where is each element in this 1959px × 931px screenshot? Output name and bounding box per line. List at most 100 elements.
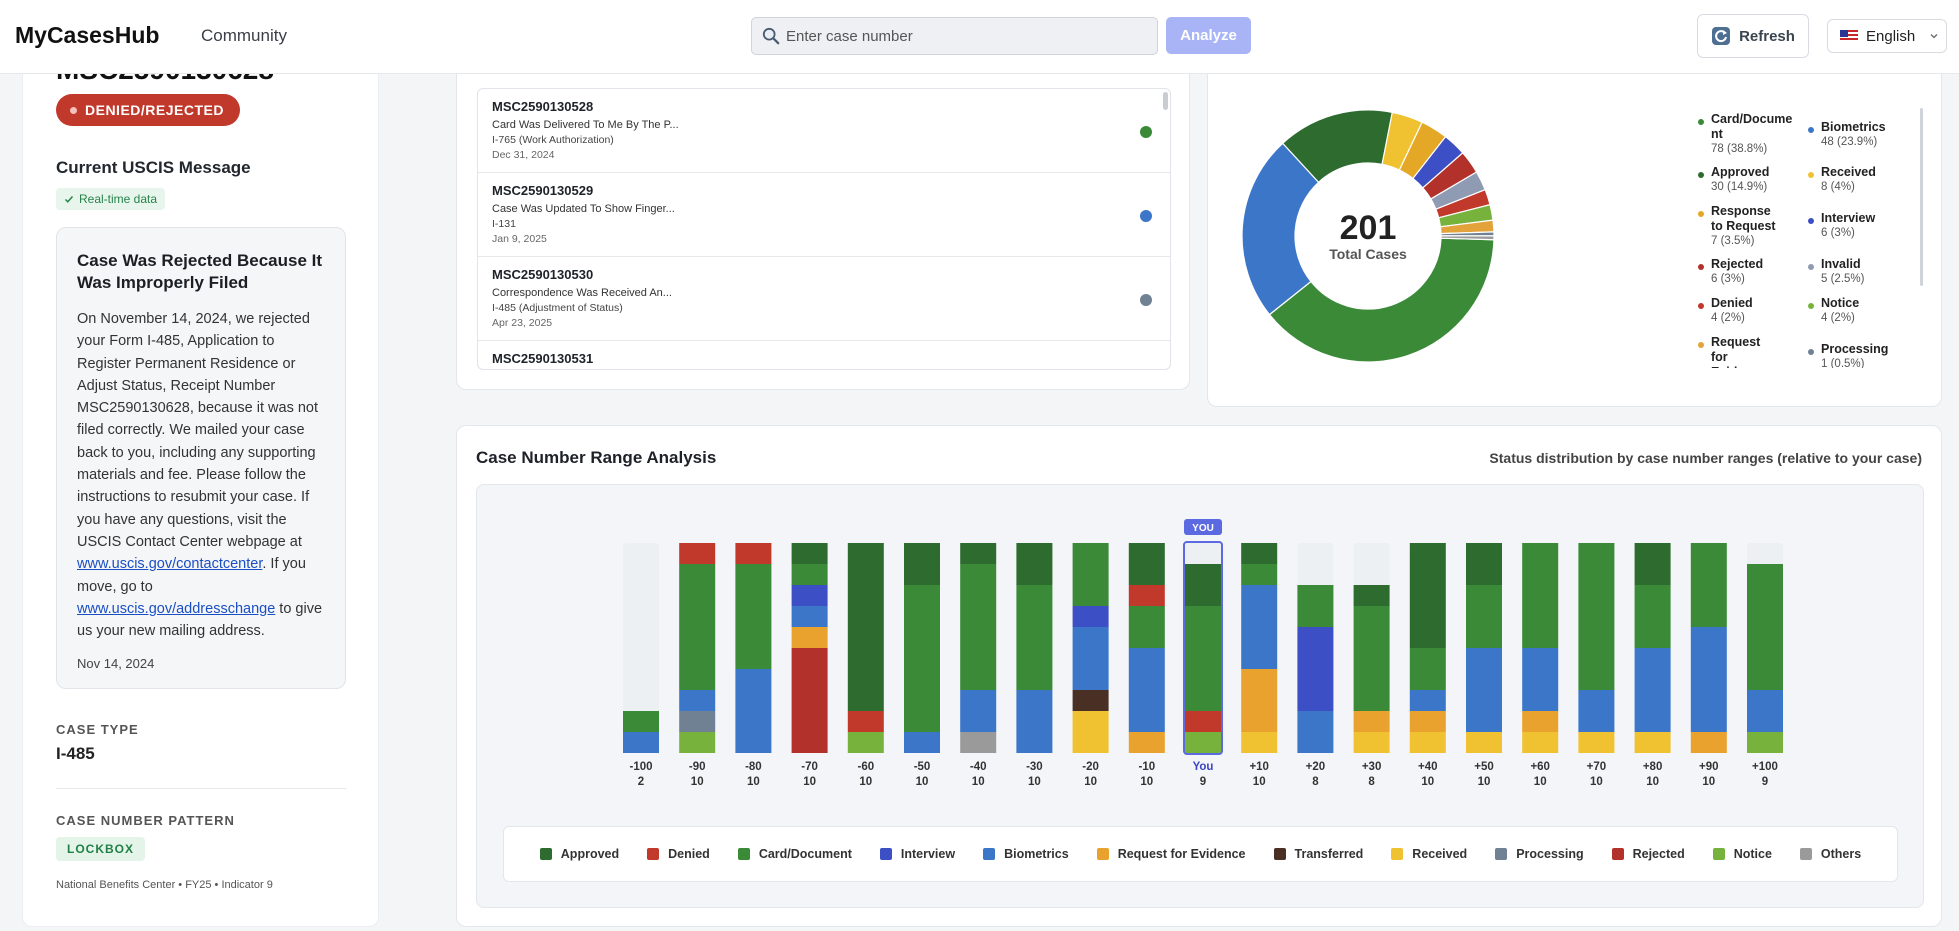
bar-segment[interactable] [904,585,940,732]
bar-segment[interactable] [791,627,828,648]
range-bar[interactable]: -100 2 [623,543,659,788]
bar-segment[interactable] [1690,732,1727,753]
bar-segment[interactable] [791,648,828,753]
bar-segment[interactable] [1690,627,1727,732]
bar-segment[interactable] [1072,627,1109,690]
bar-segment[interactable] [1522,711,1559,732]
bar-segment[interactable] [1522,543,1559,648]
bar-segment[interactable] [1185,606,1221,711]
bar-segment[interactable] [791,585,828,606]
search-box[interactable] [751,17,1158,55]
donut-slice[interactable] [1268,237,1495,363]
bar-segment[interactable] [1241,669,1278,732]
bar-segment[interactable] [1128,732,1165,753]
legend-scrollbar[interactable] [1920,108,1923,286]
bar-segment[interactable] [1241,543,1278,564]
bar-segment[interactable] [1241,585,1278,669]
range-bar[interactable]: +308 [1353,543,1390,788]
nav-community-link[interactable]: Community [201,26,287,45]
bar-segment[interactable] [960,732,997,753]
bar-segment[interactable] [960,564,997,690]
bar-segment[interactable] [1409,648,1446,690]
bar-segment[interactable] [1634,648,1671,732]
bar-segment[interactable] [623,711,659,732]
bar-segment[interactable] [1016,543,1053,585]
bar-segment[interactable] [960,543,997,564]
bar-segment[interactable] [1466,732,1502,753]
bar-segment[interactable] [1241,732,1278,753]
donut-legend[interactable]: Card/Document 78 (38.8%) Biometrics 48 (23… [1698,112,1938,368]
bar-segment[interactable] [1747,732,1783,753]
bar-segment[interactable] [1466,585,1502,648]
bar-segment[interactable] [1353,711,1390,732]
bar-segment[interactable] [623,732,659,753]
bar-segment[interactable] [1466,543,1502,585]
range-bar[interactable]: +100 9 [1747,543,1783,788]
bar-segment[interactable] [1072,606,1109,627]
refresh-button[interactable]: Refresh [1697,14,1809,58]
bar-segment[interactable] [1409,690,1446,711]
bar-segment[interactable] [679,564,716,690]
bar-segment[interactable] [1185,732,1221,753]
bar-segment[interactable] [1072,690,1109,711]
bar-segment[interactable] [1072,543,1109,606]
bar-segment[interactable] [1185,711,1221,732]
bar-segment[interactable] [1690,543,1727,627]
bar-segment[interactable] [1353,732,1390,753]
bar-segment[interactable] [735,543,772,564]
bar-segment[interactable] [1128,543,1165,585]
bar-segment[interactable] [1297,711,1334,753]
bar-segment[interactable] [1128,648,1165,732]
bar-segment[interactable] [791,606,828,627]
analyze-button[interactable]: Analyze [1166,17,1251,54]
bar-segment[interactable] [1297,585,1334,627]
bar-segment[interactable] [1241,564,1278,585]
bar-segment[interactable] [1578,690,1615,732]
bar-segment[interactable] [960,690,997,732]
nearby-cases-list[interactable]: MSC2590130528 Card Was Delivered To Me B… [477,88,1171,370]
bar-segment[interactable] [1578,543,1615,690]
bar-segment[interactable] [1128,585,1165,606]
list-item[interactable]: MSC2590130528 Card Was Delivered To Me B… [478,89,1170,173]
bar-segment[interactable] [1409,711,1446,732]
donut-slice[interactable] [1241,142,1320,316]
bar-segment[interactable] [1747,564,1783,690]
list-scrollbar[interactable] [1163,92,1168,110]
bar-segment[interactable] [735,564,772,669]
bar-segment[interactable] [1522,648,1559,711]
address-change-link[interactable]: www.uscis.gov/addresschange [77,600,276,617]
case-number-input[interactable] [786,27,1126,45]
list-item[interactable]: MSC2590130531 [478,341,1170,369]
bar-segment[interactable] [1634,543,1671,585]
bar-segment[interactable] [1353,606,1390,711]
bar-segment[interactable] [847,732,884,753]
bar-segment[interactable] [1634,585,1671,648]
bar-segment[interactable] [1353,585,1390,606]
contact-center-link[interactable]: www.uscis.gov/contactcenter [77,556,263,573]
donut-slice[interactable] [1440,235,1495,241]
list-item[interactable]: MSC2590130529 Case Was Updated To Show F… [478,173,1170,257]
language-select[interactable]: English [1827,19,1947,53]
bar-segment[interactable] [847,711,884,732]
list-item[interactable]: MSC2590130530 Correspondence Was Receive… [478,257,1170,341]
bar-segment[interactable] [904,732,940,753]
bar-segment[interactable] [1466,648,1502,732]
bar-segment[interactable] [735,669,772,753]
bar-segment[interactable] [1409,543,1446,648]
bar-segment[interactable] [679,732,716,753]
bar-segment[interactable] [1522,732,1559,753]
bar-segment[interactable] [1072,711,1109,753]
brand-logo[interactable]: MyCasesHub [15,22,160,48]
range-bar[interactable]: +208 [1297,543,1334,788]
